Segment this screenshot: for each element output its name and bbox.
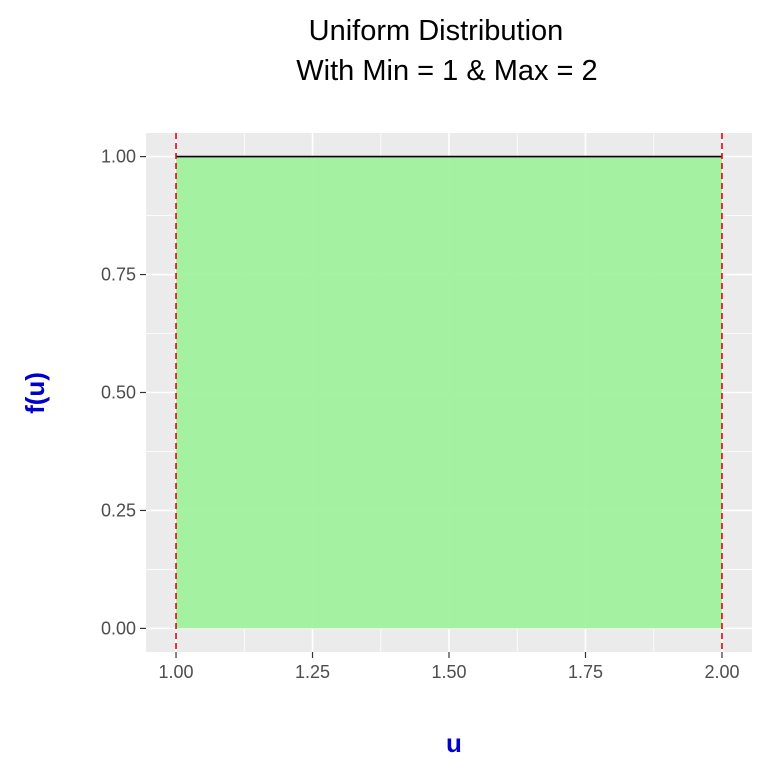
chart-title-line-2: With Min = 1 & Max = 2 xyxy=(296,55,597,87)
y-tick-label: 1.00 xyxy=(101,147,136,167)
y-tick-label: 0.00 xyxy=(101,618,136,638)
chart-title-line-1: Uniform Distribution xyxy=(309,15,564,47)
density-area xyxy=(176,156,722,629)
vline-layer xyxy=(175,133,723,652)
x-tick-label: 1.75 xyxy=(568,662,603,682)
y-tick-label: 0.25 xyxy=(101,500,136,520)
y-tick-label: 0.50 xyxy=(101,383,136,403)
x-axis: 1.00 1.25 1.50 1.75 2.00 xyxy=(159,652,739,682)
x-tick-label: 1.50 xyxy=(431,662,466,682)
density-area-layer xyxy=(176,156,722,629)
y-axis-title: f(u) xyxy=(20,372,50,414)
x-axis-title: u xyxy=(446,728,462,758)
x-tick-label: 1.25 xyxy=(295,662,330,682)
x-tick-label: 2.00 xyxy=(704,662,739,682)
y-axis: 0.00 0.25 0.50 0.75 1.00 xyxy=(101,147,146,638)
x-tick-label: 1.00 xyxy=(159,662,194,682)
y-tick-label: 0.75 xyxy=(101,265,136,285)
